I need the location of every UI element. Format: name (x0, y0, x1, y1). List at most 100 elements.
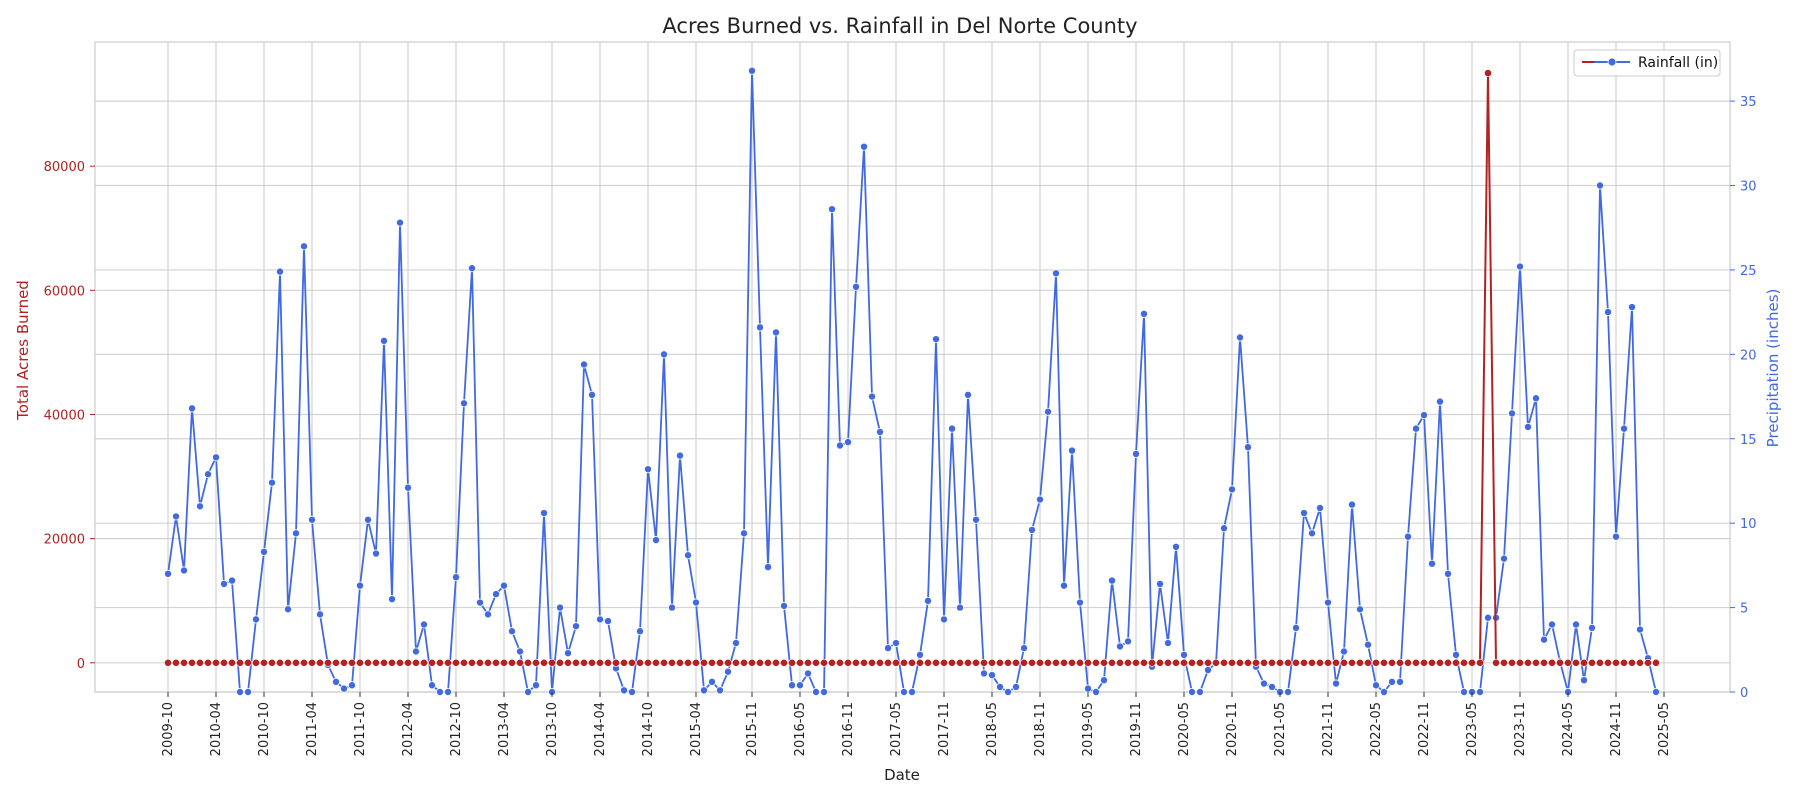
x-tick-label-11: 2015-04 (689, 702, 704, 756)
left-y-tick-label-2: 40000 (44, 408, 85, 423)
acres-point-49 (556, 658, 564, 667)
rainfall-point-80 (804, 669, 813, 678)
x-tick-label-14: 2016-11 (841, 702, 856, 756)
acres-point-40 (484, 658, 492, 667)
x-tick-label-4: 2011-10 (353, 702, 368, 756)
right-y-tick-label-0: 0 (1740, 686, 1748, 701)
rainfall-point-100 (964, 390, 973, 399)
rainfall-point-106 (1012, 682, 1021, 691)
rainfall-point-39 (475, 598, 484, 607)
rainfall-point-15 (283, 605, 292, 614)
acres-point-164 (1476, 658, 1484, 667)
legend-box (1573, 49, 1721, 77)
acres-point-83 (828, 658, 836, 667)
rainfall-point-17 (299, 242, 308, 251)
acres-point-76 (772, 658, 780, 667)
rainfall-point-144 (1316, 503, 1325, 512)
acres-point-144 (1316, 658, 1324, 667)
rainfall-point-53 (588, 390, 597, 399)
acres-point-43 (508, 658, 516, 667)
acres-point-126 (1172, 658, 1180, 667)
rainfall-point-34 (435, 688, 444, 697)
rainfall-point-2 (179, 566, 188, 575)
acres-point-155 (1404, 658, 1412, 667)
acres-point-85 (844, 658, 852, 667)
rainfall-point-178 (1588, 623, 1597, 632)
acres-series (164, 69, 1660, 667)
acres-point-109 (1036, 658, 1044, 667)
acres-point-181 (1612, 658, 1620, 667)
acres-point-122 (1140, 658, 1148, 667)
rainfall-point-149 (1356, 605, 1365, 614)
rainfall-point-99 (956, 603, 965, 612)
rainfall-point-83 (828, 205, 837, 214)
x-tick-label-28: 2023-11 (1513, 702, 1528, 756)
acres-point-91 (892, 658, 900, 667)
x-tick-label-0: 2009-10 (161, 702, 176, 756)
rainfall-point-95 (924, 596, 933, 605)
acres-point-47 (540, 658, 548, 667)
acres-point-136 (1252, 658, 1260, 667)
right-y-tick-label-4: 20 (1740, 348, 1757, 363)
acres-point-116 (1092, 658, 1100, 667)
rainfall-point-148 (1348, 500, 1357, 509)
rainfall-point-63 (668, 603, 677, 612)
acres-point-56 (612, 658, 620, 667)
acres-point-82 (820, 658, 828, 667)
acres-point-125 (1164, 658, 1172, 667)
acres-point-140 (1284, 658, 1292, 667)
right-y-tick-label-3: 15 (1740, 433, 1757, 448)
rainfall-point-159 (1436, 397, 1445, 406)
acres-point-95 (924, 658, 932, 667)
rainfall-point-92 (900, 688, 909, 697)
x-tick-label-9: 2014-04 (593, 702, 608, 756)
acres-point-86 (852, 658, 860, 667)
rainfall-point-173 (1548, 620, 1557, 629)
acres-point-46 (532, 658, 540, 667)
rainfall-point-117 (1100, 676, 1109, 685)
rainfall-point-61 (652, 536, 661, 545)
rainfall-point-65 (684, 551, 693, 560)
acres-point-24 (356, 658, 364, 667)
acres-point-19 (316, 658, 324, 667)
acres-point-13 (268, 658, 276, 667)
x-tick-label-19: 2019-05 (1081, 702, 1096, 756)
rainfall-point-120 (1124, 637, 1133, 646)
acres-point-17 (300, 658, 308, 667)
acres-point-25 (364, 658, 372, 667)
rainfall-point-90 (884, 644, 893, 653)
acres-point-12 (260, 658, 268, 667)
x-tick-label-20: 2019-11 (1129, 702, 1144, 756)
rainfall-point-11 (251, 615, 260, 624)
right-y-tick-label-2: 10 (1740, 517, 1757, 532)
rainfall-point-155 (1404, 532, 1413, 541)
rainfall-point-101 (972, 515, 981, 524)
rainfall-point-64 (676, 451, 685, 460)
acres-point-110 (1044, 658, 1052, 667)
rainfall-point-26 (371, 549, 380, 558)
x-tick-label-8: 2013-10 (545, 702, 560, 756)
rainfall-point-118 (1108, 576, 1117, 585)
rainfall-point-76 (772, 328, 781, 337)
acres-point-39 (476, 658, 484, 667)
acres-point-80 (804, 658, 812, 667)
acres-point-141 (1292, 658, 1300, 667)
rainfall-point-182 (1620, 424, 1629, 433)
rainfall-point-31 (411, 647, 420, 656)
rainfall-point-116 (1092, 688, 1101, 697)
acres-point-130 (1204, 658, 1212, 667)
rainfall-point-133 (1228, 485, 1237, 494)
acres-point-117 (1100, 658, 1108, 667)
acres-point-105 (1004, 658, 1012, 667)
acres-point-55 (604, 658, 612, 667)
rainfall-point-12 (259, 547, 268, 556)
rainfall-point-81 (812, 688, 821, 697)
acres-point-78 (788, 658, 796, 667)
x-tick-label-7: 2013-04 (497, 702, 512, 756)
acres-point-152 (1380, 658, 1388, 667)
rainfall-point-54 (596, 615, 605, 624)
acres-point-129 (1196, 658, 1204, 667)
acres-point-114 (1076, 658, 1084, 667)
